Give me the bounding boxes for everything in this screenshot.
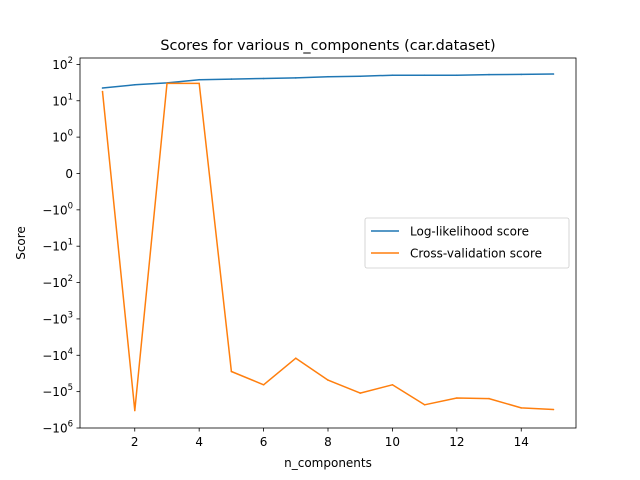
data-point-log-likelihood-score-9: [359, 75, 362, 78]
data-point-cross-validation-score-5: [230, 370, 233, 373]
data-point-cross-validation-score-13: [488, 397, 490, 400]
data-point-log-likelihood-score-10: [391, 74, 394, 76]
legend-label-log-likelihood: Log-likelihood score: [410, 225, 529, 239]
x-axis-label: n_components: [284, 456, 372, 470]
data-point-cross-validation-score-11: [423, 404, 426, 406]
y-tick-label: −101: [42, 238, 73, 254]
y-tick-label: 102: [52, 56, 73, 72]
x-tick-label-2: 2: [131, 435, 139, 449]
y-axis-ticks: 102 101 100 0 −100 −101 −102 −103 −104 −105 −106: [42, 56, 80, 436]
data-point-log-likelihood-score-4: [198, 78, 200, 81]
chart-legend: Log-likelihood score Cross-validation sc…: [364, 217, 570, 269]
data-point-cross-validation-score-1: [101, 90, 104, 93]
y-tick-label: −105: [42, 383, 73, 399]
data-point-log-likelihood-score-5: [230, 78, 233, 80]
data-point-cross-validation-score-8: [327, 379, 329, 381]
data-point-log-likelihood-score-15: [552, 73, 555, 75]
data-point-cross-validation-score-10: [391, 384, 394, 386]
data-point-cross-validation-score-12: [456, 397, 458, 399]
y-tick-label: 0: [65, 167, 73, 181]
data-point-cross-validation-score-6: [262, 384, 265, 386]
data-point-log-likelihood-score-11: [423, 74, 426, 76]
data-point-log-likelihood-score-1: [101, 87, 104, 89]
data-point-log-likelihood-score-12: [456, 74, 458, 76]
y-tick-label: 100: [52, 129, 73, 145]
x-tick-label-6: 6: [260, 435, 268, 449]
y-tick-label: −100: [42, 201, 73, 217]
data-point-log-likelihood-score-8: [327, 75, 329, 78]
y-tick-label: −106: [42, 420, 73, 436]
legend-label-cross-validation: Cross-validation score: [410, 247, 542, 261]
data-point-cross-validation-score-7: [295, 357, 297, 360]
data-point-cross-validation-score-3: [166, 82, 168, 85]
x-tick-label-14: 14: [514, 435, 529, 449]
data-point-log-likelihood-score-13: [488, 73, 490, 76]
data-point-log-likelihood-score-7: [295, 77, 297, 79]
y-tick-label: −102: [42, 274, 73, 290]
data-point-cross-validation-score-4: [198, 82, 200, 85]
data-point-cross-validation-score-9: [359, 392, 362, 394]
series-layer: [101, 73, 555, 412]
data-point-log-likelihood-score-2: [134, 84, 136, 86]
y-axis-label: Score: [14, 226, 28, 260]
data-point-log-likelihood-score-14: [520, 73, 522, 76]
y-tick-label: −104: [42, 347, 73, 363]
data-point-cross-validation-score-14: [520, 407, 522, 409]
data-point-log-likelihood-score-6: [262, 77, 265, 80]
data-point-cross-validation-score-15: [552, 408, 555, 411]
y-tick-label: 101: [52, 92, 73, 108]
y-tick-label: −103: [42, 310, 73, 326]
x-tick-label-8: 8: [324, 435, 332, 449]
x-axis-ticks: 2 4 6 8 10 12 14: [131, 428, 529, 449]
chart-title: Scores for various n_components (car.dat…: [160, 38, 495, 54]
x-tick-label-4: 4: [195, 435, 203, 449]
data-point-cross-validation-score-2: [134, 409, 136, 412]
x-tick-label-12: 12: [449, 435, 464, 449]
legend-box: [364, 217, 570, 269]
x-tick-label-10: 10: [385, 435, 400, 449]
